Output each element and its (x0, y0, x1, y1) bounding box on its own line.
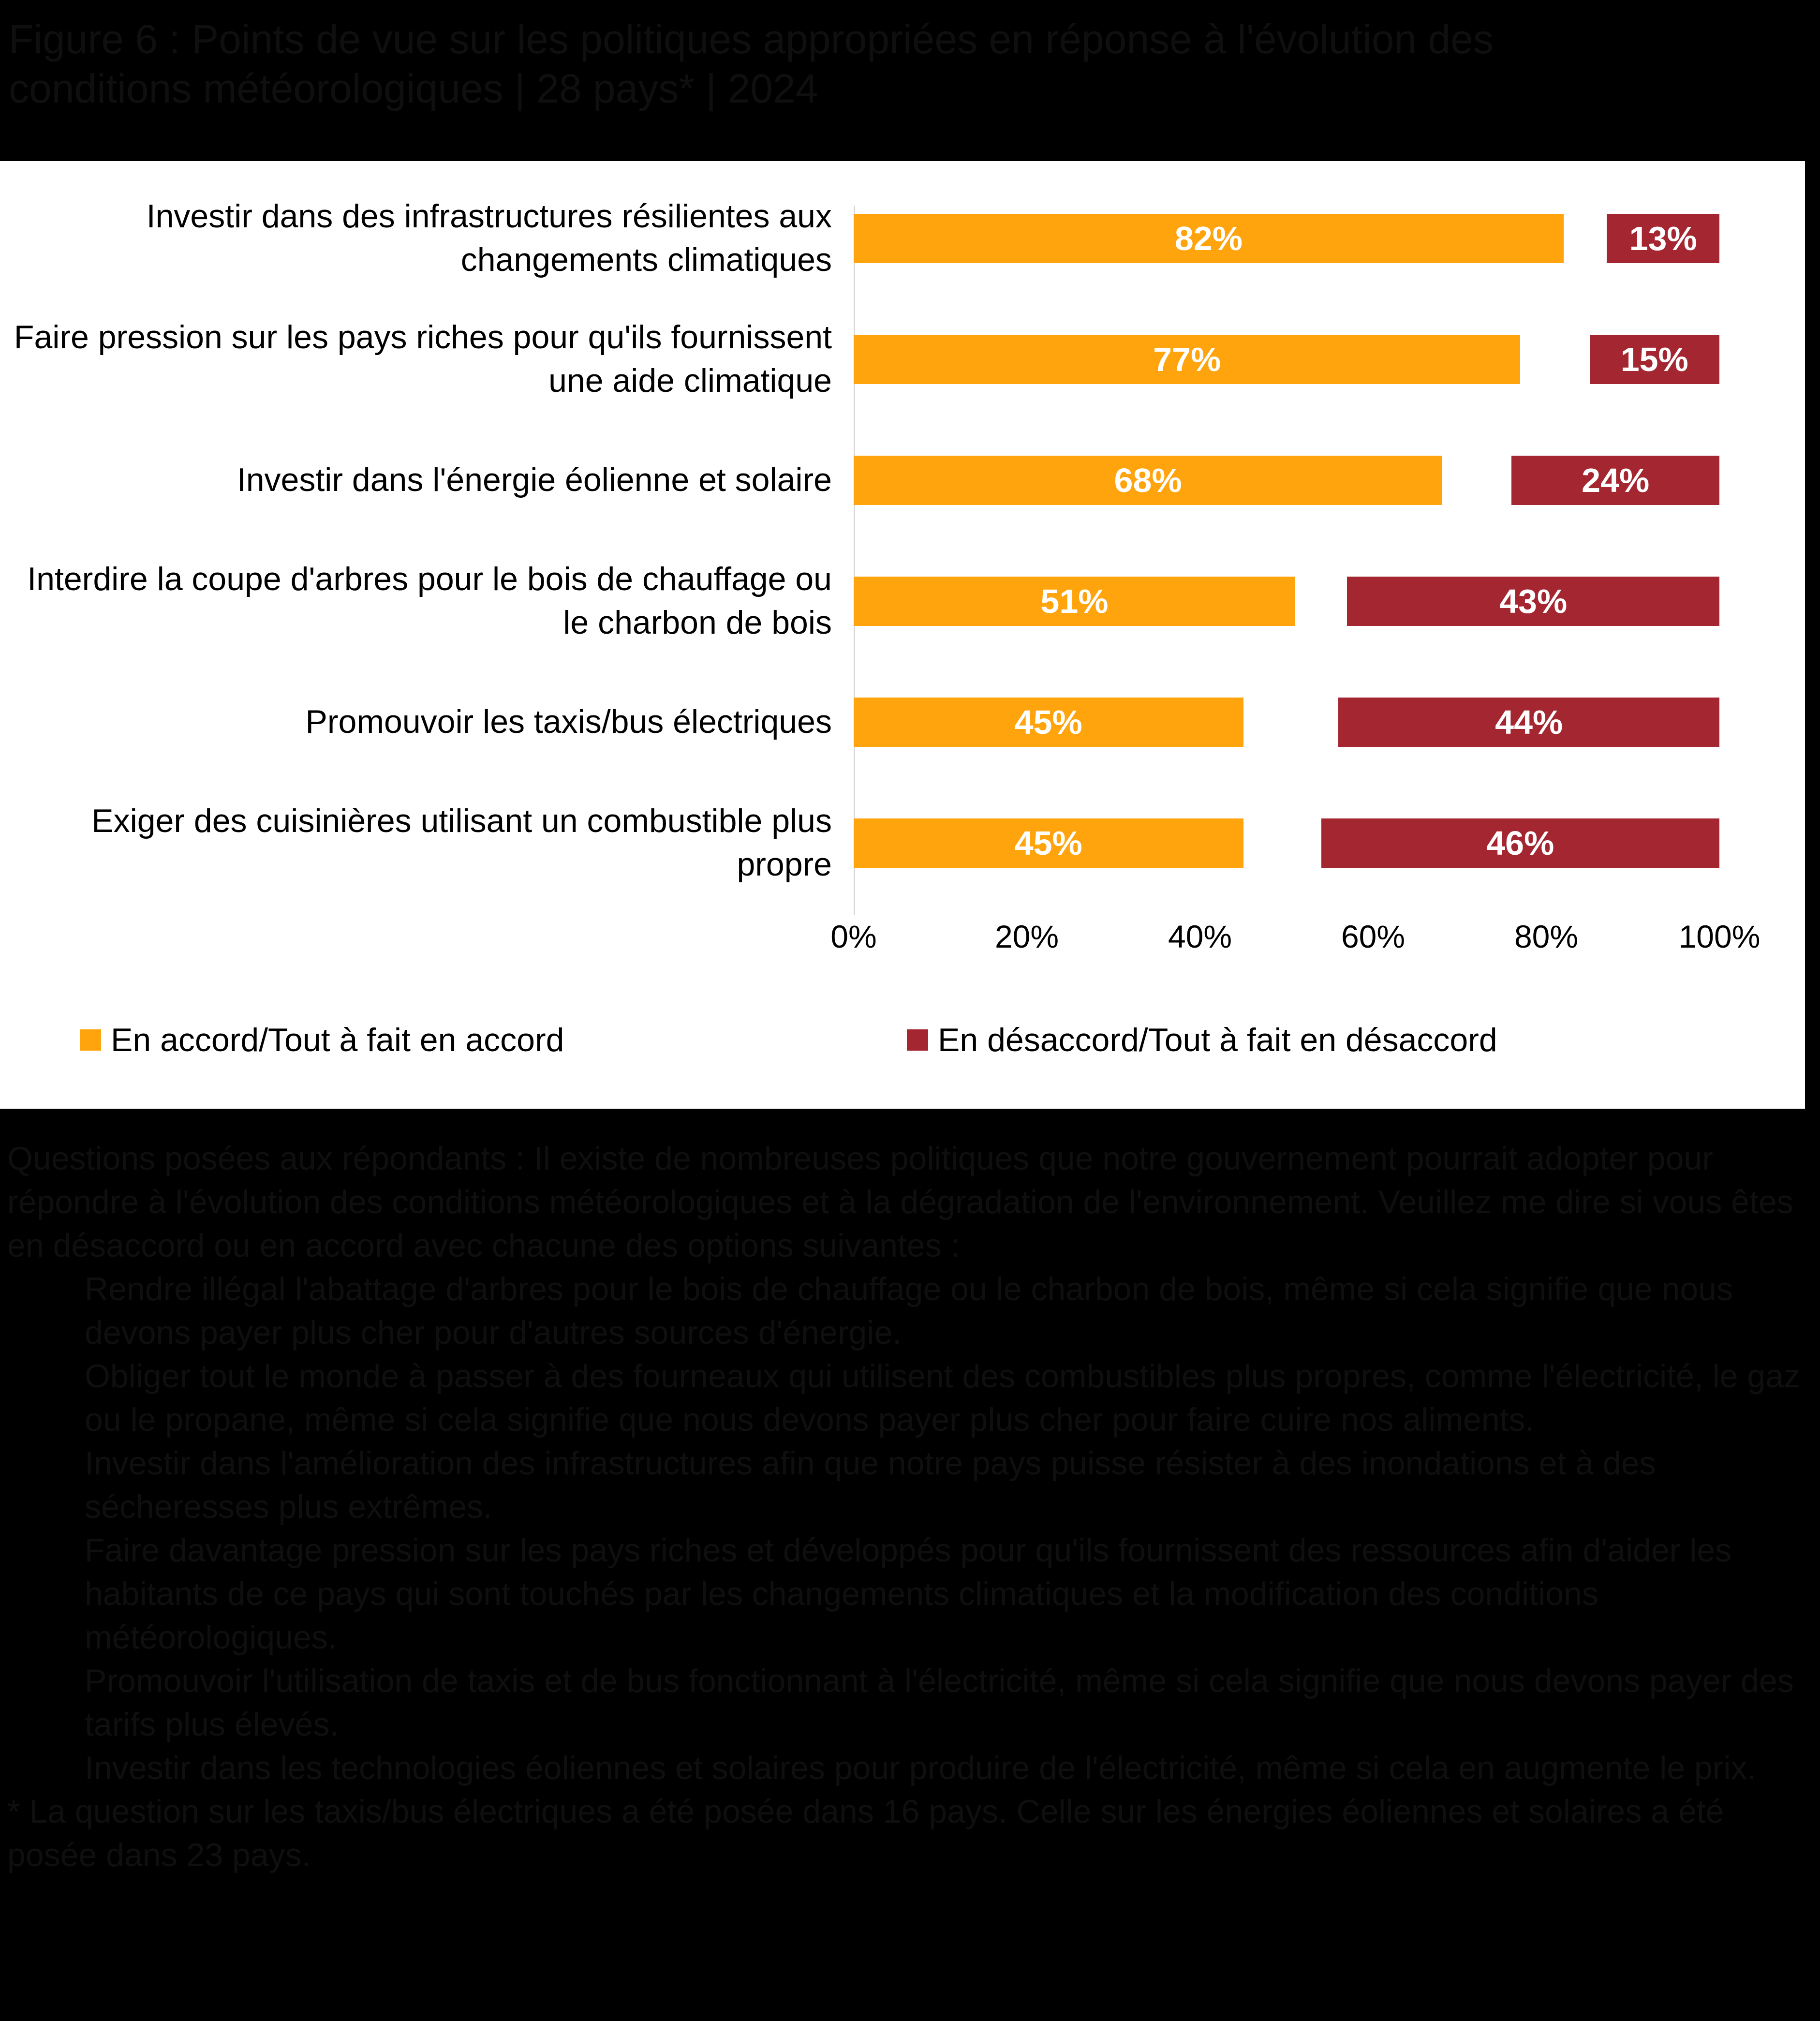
legend-item-disagree: En désaccord/Tout à fait en désaccord (907, 1013, 1497, 1067)
bar-value-label: 13% (1629, 220, 1697, 257)
title-line-2: conditions météorologiques | 28 pays* | … (9, 66, 818, 112)
bar-row: 45% 44% (854, 698, 1719, 747)
chart-card: Investir dans des infrastructures résili… (0, 161, 1805, 1109)
x-axis-tick-mark (854, 897, 855, 915)
bar-row: 51% 43% (854, 577, 1719, 626)
agree-bar: 45% (854, 698, 1243, 747)
x-tick-label: 60% (1341, 919, 1406, 954)
legend: En accord/Tout à fait en accord En désac… (0, 1013, 1805, 1067)
bar-value-label: 45% (1014, 703, 1082, 741)
bar-row: 82% 13% (854, 214, 1719, 263)
category-label: Investir dans des infrastructures résili… (146, 198, 832, 278)
footnote-item: Promouvoir l'utilisation de taxis et de … (85, 1663, 1794, 1743)
bar-value-label: 44% (1495, 703, 1563, 741)
footnote-item: Investir dans l'amélioration des infrast… (85, 1445, 1656, 1525)
bar-value-label: 24% (1582, 461, 1650, 499)
x-tick-label: 40% (1168, 919, 1232, 954)
bar-value-label: 51% (1040, 582, 1109, 620)
category-label: Investir dans l'énergie éolienne et sola… (237, 461, 832, 499)
x-tick-label: 100% (1678, 919, 1761, 954)
bar-row: 45% 46% (854, 818, 1719, 868)
footnote-list: Rendre illégal l'abattage d'arbres pour … (0, 1267, 1801, 1790)
bar-value-label: 45% (1014, 824, 1082, 862)
bar-value-label: 77% (1153, 341, 1221, 378)
disagree-bar: 15% (1589, 335, 1719, 384)
x-tick-label: 0% (830, 919, 877, 954)
bar-row: 68% 24% (854, 456, 1719, 505)
agree-bar: 68% (854, 456, 1443, 505)
category-label: Promouvoir les taxis/bus électriques (305, 703, 832, 741)
agree-bar: 82% (854, 214, 1564, 263)
disagree-bar: 44% (1338, 698, 1719, 747)
bar-value-label: 15% (1620, 341, 1688, 378)
footnote-item: Faire davantage pression sur les pays ri… (85, 1532, 1732, 1656)
legend-label: En accord/Tout à fait en accord (111, 1022, 564, 1058)
disagree-bar: 43% (1347, 577, 1719, 626)
bar-value-label: 68% (1114, 461, 1182, 499)
footnote-band: Questions posées aux répondants : Il exi… (0, 1109, 1820, 2021)
x-tick-label: 20% (994, 919, 1059, 954)
footnote-intro: Questions posées aux répondants : Il exi… (7, 1140, 1793, 1264)
disagree-swatch-icon (907, 1029, 928, 1051)
disagree-bar: 24% (1511, 456, 1719, 505)
bar-row: 77% 15% (854, 335, 1719, 384)
header-band: Figure 6 : Points de vue sur les politiq… (0, 0, 1820, 161)
legend-item-agree: En accord/Tout à fait en accord (80, 1013, 564, 1067)
category-label: Exiger des cuisinières utilisant un comb… (91, 802, 832, 883)
title-line-1: Figure 6 : Points de vue sur les politiq… (9, 16, 1494, 62)
bar-value-label: 82% (1174, 220, 1243, 257)
bar-value-label: 46% (1486, 824, 1554, 862)
agree-bar: 77% (854, 335, 1521, 384)
y-axis-line (854, 206, 855, 897)
legend-label: En désaccord/Tout à fait en désaccord (938, 1022, 1497, 1058)
footnote-item: Obliger tout le monde à passer à des fou… (85, 1358, 1801, 1438)
footnote-item: Rendre illégal l'abattage d'arbres pour … (85, 1271, 1733, 1351)
disagree-bar: 46% (1321, 818, 1719, 868)
category-label: Interdire la coupe d'arbres pour le bois… (27, 561, 832, 641)
agree-swatch-icon (80, 1029, 101, 1051)
footnote-asterisk-note: * La question sur les taxis/bus électriq… (7, 1793, 1724, 1873)
agree-bar: 51% (854, 577, 1295, 626)
page-title: Figure 6 : Points de vue sur les politiq… (0, 0, 1820, 114)
footnote-item: Investir dans les technologies éoliennes… (85, 1750, 1757, 1786)
agree-bar: 45% (854, 818, 1243, 868)
x-tick-label: 80% (1514, 919, 1579, 954)
bar-value-label: 43% (1499, 582, 1568, 620)
disagree-bar: 13% (1607, 214, 1719, 263)
category-label: Faire pression sur les pays riches pour … (14, 319, 832, 399)
